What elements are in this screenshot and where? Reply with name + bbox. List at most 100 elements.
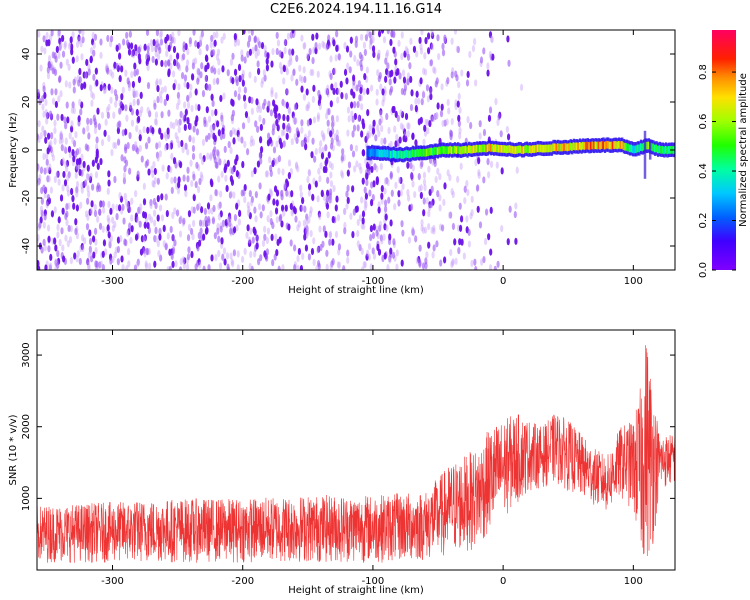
spectrogram-cell [325,249,329,257]
spectrogram-cell [468,50,472,59]
spectrogram-cell [95,136,99,144]
spectrogram-cell [611,141,615,150]
spectrogram-cell [40,197,44,205]
spectrogram-cell [427,165,431,173]
spectrogram-cell [396,68,400,76]
spectrogram-cell [457,92,461,101]
spectrogram-cell [37,163,40,171]
spectrogram-cell [199,34,203,42]
spectrogram-cell [410,171,414,179]
spectrogram-cell [400,31,404,39]
spectrogram-cell [383,149,386,158]
spectrogram-cell [384,57,388,65]
spectrogram-cell [266,227,271,235]
spectrogram-cell [361,149,365,157]
spectrogram-cell [368,42,372,50]
spectrogram-cell [309,68,313,77]
spectrogram-cell [64,234,68,242]
spectrogram-cell [130,108,134,116]
spectrogram-cell [170,152,174,161]
spectrogram-cell [358,162,362,170]
spectrogram-cell [436,167,440,175]
spectrogram-cell [421,226,426,234]
spectrogram-cell [42,110,46,118]
spectrogram-cell [209,152,213,160]
spectrogram-cell [449,145,452,154]
spectrogram-cell [185,94,190,103]
spectrogram-cell [255,98,259,106]
spectrogram-cell [37,89,40,97]
spectrogram-cell [340,169,344,178]
spectrogram-cell [186,101,191,109]
spectrogram-cell [172,157,177,165]
spectrogram-cell [135,260,140,268]
spectrogram-cell [75,55,79,63]
spectrogram-cell [143,43,147,51]
spectrogram-cell [72,106,76,115]
spectrogram-cell [118,192,122,200]
spectrogram-cell [375,149,379,157]
spectrogram-cell [192,30,196,36]
spectrogram-cell [432,66,436,74]
spectrogram-cell [365,161,370,170]
spectrogram-cell [324,144,328,152]
spectrogram-cell [96,107,100,115]
spectrogram-cell [99,51,103,59]
spectrogram-cell [307,169,312,177]
spectrogram-cell [298,64,302,72]
spectrogram-cell [183,114,187,122]
spectrogram-cell [663,146,666,155]
spectrogram-cell [212,204,216,213]
spectrogram-cell [118,120,122,128]
spectrogram-cell [414,139,418,147]
spectrogram-cell [261,77,265,85]
spectrogram-cell [546,144,549,153]
spectrogram-cell [375,229,379,237]
spectrogram-cell [314,148,318,156]
spectrogram-cell [490,35,494,43]
spectrogram-cell [474,158,478,167]
spectrogram-cell [53,206,57,214]
spectrogram-cell [209,41,213,49]
y-tick-label: -20 [21,190,32,206]
spectrogram-cell [387,196,391,204]
spectrogram-cell [289,58,293,66]
spectrogram-cell [158,127,162,135]
spectrogram-cell [95,151,99,159]
spectrogram-cell [54,88,58,96]
spectrogram-cell [467,228,471,237]
spectrogram-cell [282,77,286,85]
spectrogram-cell [269,210,273,218]
spectrogram-cell [328,230,333,238]
spectrogram-cell [94,67,98,75]
spectrogram-cell [275,140,279,148]
spectrogram-cell [88,229,92,237]
spectrogram-cell [177,141,181,149]
spectrogram-cell [49,139,53,148]
spectrogram-cell [154,235,158,243]
spectrogram-cell [407,150,410,158]
spectrogram-cell [535,144,538,153]
spectrogram-cell [359,86,363,95]
spectrogram-cell [112,111,116,119]
spectrogram-cell [399,150,402,159]
spectrogram-cell [170,36,174,44]
spectrogram-cell [363,48,367,57]
spectrogram-cell [311,137,315,145]
spectrogram-cell [379,108,383,116]
spectrogram-cell [42,238,46,246]
spectrogram-cell [361,217,365,225]
spectrogram-cell [647,141,650,150]
spectrogram-cell [192,206,196,214]
spectrogram-cell [124,239,128,247]
spectrogram-cell [124,104,128,112]
spectrogram-cell [460,238,464,246]
spectrogram-cell [97,123,101,131]
spectrogram-cell [157,141,162,149]
spectrogram-cell [364,34,369,42]
spectrogram-cell [250,265,254,270]
spectrogram-cell [248,48,253,56]
spectrogram-cell [46,175,50,183]
spectrogram-cell [368,159,372,167]
